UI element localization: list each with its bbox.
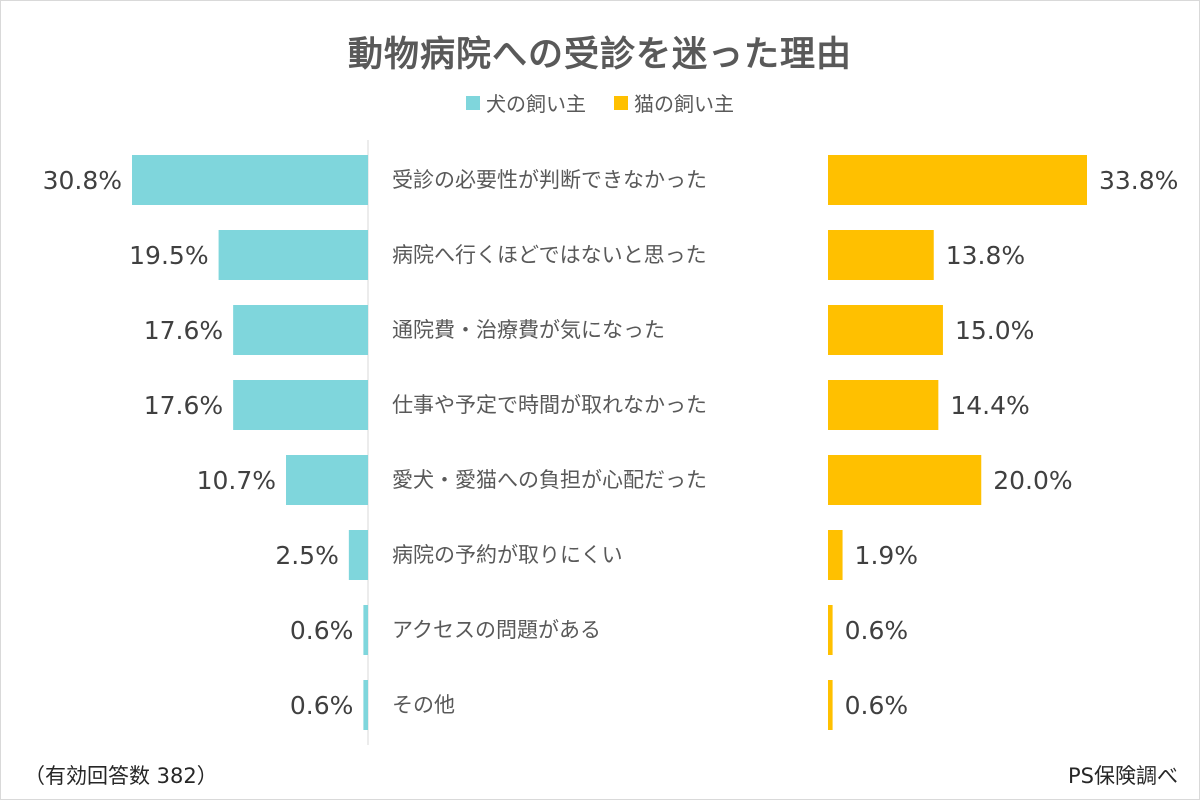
- legend-label-dog: 犬の飼い主: [486, 92, 586, 116]
- data-label-cat-1: 13.8%: [946, 241, 1025, 270]
- data-label-cat-2: 15.0%: [955, 316, 1034, 345]
- bar-cat-3: [828, 380, 939, 430]
- legend-item-cat: 猫の飼い主: [614, 88, 734, 117]
- category-label-1: 病院へ行くほどではないと思った: [392, 243, 707, 267]
- bar-dog-4: [286, 455, 368, 505]
- bar-cat-5: [828, 530, 843, 580]
- data-label-dog-2: 17.6%: [144, 316, 223, 345]
- category-label-4: 愛犬・愛猫への負担が心配だった: [392, 468, 707, 492]
- category-label-5: 病院の予約が取りにくい: [392, 543, 623, 567]
- legend: 犬の飼い主 猫の飼い主: [0, 88, 1200, 117]
- data-label-dog-1: 19.5%: [129, 241, 208, 270]
- data-label-dog-4: 10.7%: [197, 466, 276, 495]
- bar-dog-5: [348, 530, 368, 580]
- bar-cat-2: [828, 305, 943, 355]
- bar-dog-7: [363, 680, 368, 730]
- data-label-dog-5: 2.5%: [275, 541, 339, 570]
- legend-item-dog: 犬の飼い主: [466, 88, 586, 117]
- legend-swatch-cat: [614, 95, 628, 110]
- data-label-cat-6: 0.6%: [845, 616, 909, 645]
- data-label-cat-5: 1.9%: [855, 541, 919, 570]
- data-label-dog-7: 0.6%: [290, 691, 354, 720]
- data-label-dog-0: 30.8%: [43, 166, 122, 195]
- data-label-cat-7: 0.6%: [845, 691, 909, 720]
- data-label-dog-3: 17.6%: [144, 391, 223, 420]
- data-label-dog-6: 0.6%: [290, 616, 354, 645]
- response-count-note: （有効回答数 382）: [24, 764, 218, 788]
- category-label-6: アクセスの問題がある: [392, 618, 601, 642]
- bar-cat-4: [828, 455, 982, 505]
- legend-label-cat: 猫の飼い主: [634, 92, 734, 116]
- bar-cat-0: [828, 155, 1087, 205]
- bar-cat-6: [828, 605, 833, 655]
- source-credit: PS保険調べ: [1068, 764, 1178, 788]
- data-label-cat-0: 33.8%: [1099, 166, 1178, 195]
- bar-cat-1: [828, 230, 934, 280]
- chart-title: 動物病院への受診を迷った理由: [347, 35, 852, 75]
- category-label-2: 通院費・治療費が気になった: [392, 318, 665, 342]
- legend-swatch-dog: [466, 95, 480, 110]
- bar-dog-2: [233, 305, 368, 355]
- bar-dog-0: [132, 155, 368, 205]
- category-label-0: 受診の必要性が判断できなかった: [392, 168, 707, 192]
- data-label-cat-3: 14.4%: [950, 391, 1029, 420]
- bar-dog-1: [218, 230, 368, 280]
- category-label-3: 仕事や予定で時間が取れなかった: [392, 393, 707, 417]
- data-label-cat-4: 20.0%: [993, 466, 1072, 495]
- bar-dog-6: [363, 605, 368, 655]
- category-label-7: その他: [392, 693, 455, 717]
- bar-cat-7: [828, 680, 833, 730]
- bar-dog-3: [233, 380, 368, 430]
